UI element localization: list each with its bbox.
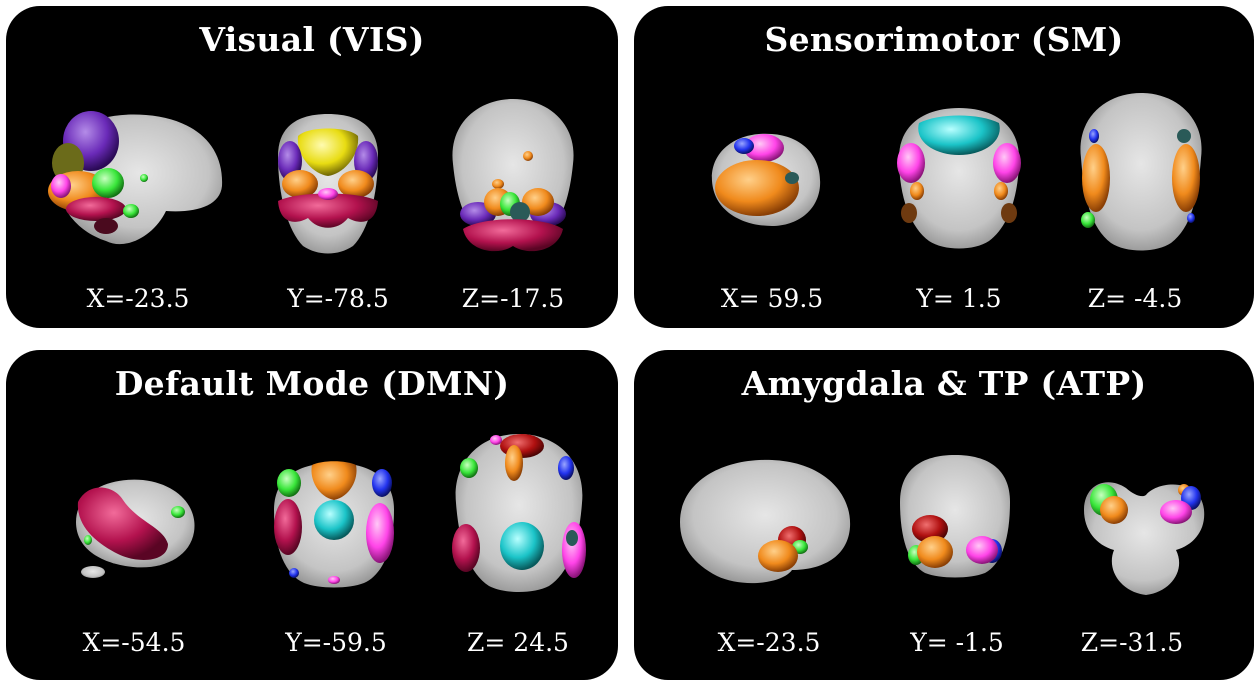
sagittal-brain-slice xyxy=(672,452,857,592)
y-coordinate-label: Y=-78.5 xyxy=(287,284,389,313)
coronal-brain-slice xyxy=(264,455,404,590)
panel-title: Sensorimotor (SM) xyxy=(764,20,1124,59)
coronal-brain-slice xyxy=(268,106,388,256)
panel-amygdala-tp: Amygdala & TP (ATP) X=-23.5 xyxy=(634,350,1254,680)
x-coordinate-label: X=-54.5 xyxy=(82,628,186,657)
axial-brain-slice xyxy=(1066,88,1216,258)
coronal-brain-slice xyxy=(890,447,1020,582)
panel-title: Default Mode (DMN) xyxy=(114,364,510,403)
z-coordinate-label: Z= 24.5 xyxy=(467,628,569,657)
x-coordinate-label: X=-23.5 xyxy=(86,284,190,313)
panel-sensorimotor: Sensorimotor (SM) xyxy=(634,6,1254,328)
axial-brain-slice xyxy=(1076,470,1211,600)
axial-brain-slice xyxy=(438,94,588,259)
y-coordinate-label: Y=-59.5 xyxy=(285,628,387,657)
panel-default-mode: Default Mode (DMN) xyxy=(6,350,618,680)
sagittal-brain-slice xyxy=(36,101,236,261)
sagittal-brain-slice xyxy=(68,472,203,587)
x-coordinate-label: X=-23.5 xyxy=(717,628,821,657)
x-coordinate-label: X= 59.5 xyxy=(720,284,824,313)
sagittal-brain-slice xyxy=(702,126,832,241)
axial-brain-slice xyxy=(444,428,594,596)
panel-title: Amygdala & TP (ATP) xyxy=(741,364,1147,403)
panel-title: Visual (VIS) xyxy=(199,20,425,59)
z-coordinate-label: Z=-31.5 xyxy=(1080,628,1184,657)
z-coordinate-label: Z= -4.5 xyxy=(1087,284,1183,313)
coronal-brain-slice xyxy=(889,103,1029,253)
z-coordinate-label: Z=-17.5 xyxy=(461,284,565,313)
y-coordinate-label: Y= 1.5 xyxy=(916,284,1002,313)
panel-visual: Visual (VIS) xyxy=(6,6,618,328)
y-coordinate-label: Y= -1.5 xyxy=(910,628,1004,657)
